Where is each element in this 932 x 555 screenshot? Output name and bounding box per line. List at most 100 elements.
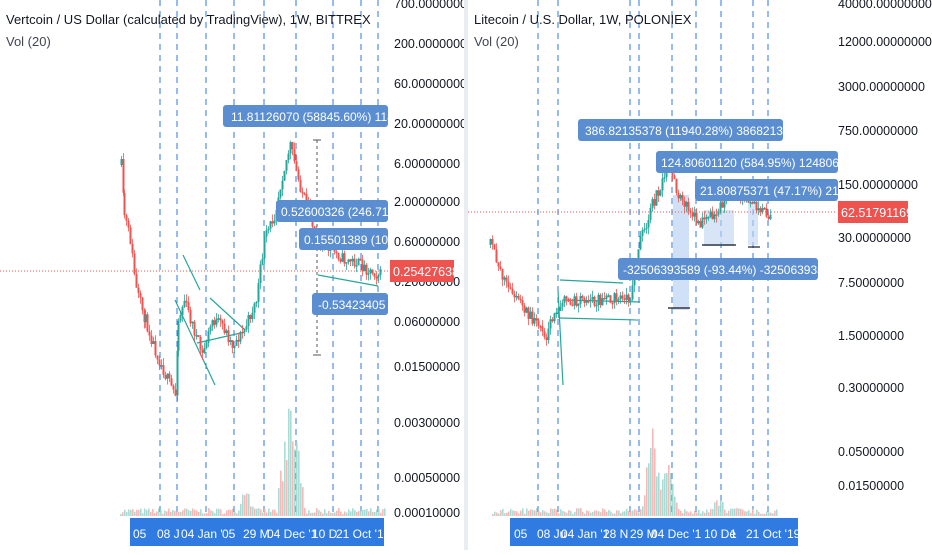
litecoin-y-tick: 0.01500000 <box>838 479 904 493</box>
litecoin-volume-bar <box>682 513 684 516</box>
vertcoin-volume-bar <box>312 512 314 516</box>
litecoin-candle <box>761 208 764 213</box>
vertcoin-volume-bar <box>148 508 150 516</box>
vertcoin-volume-bar <box>198 512 200 516</box>
vertcoin-candle <box>363 264 366 272</box>
vertcoin-title: Vertcoin / US Dollar (calculated by Trad… <box>6 12 371 27</box>
vertcoin-candle <box>345 262 348 264</box>
vertcoin-volume-bar <box>218 508 220 516</box>
litecoin-y-tick: 150.00000000 <box>838 178 918 192</box>
panel-divider[interactable] <box>464 0 468 550</box>
litecoin-chart-panel[interactable]: Litecoin / U.S. Dollar, 1W, POLONIEX Vol… <box>468 0 932 550</box>
litecoin-annotation-1[interactable]: 386.82135378 (11940.28%) 386821353​78 <box>578 119 810 141</box>
vertcoin-annotation-2[interactable]: 0.52600326 (246.71%) <box>276 200 403 222</box>
vertcoin-candle <box>191 321 194 324</box>
litecoin-volume-bar <box>630 510 632 516</box>
litecoin-candle <box>759 208 762 213</box>
vertcoin-volume-bar <box>264 508 266 516</box>
litecoin-annotation-2[interactable]: 124.80601120 (584.95%) 1248060112 <box>656 151 865 173</box>
vertcoin-candle <box>269 221 272 229</box>
vertcoin-volume-bar <box>336 510 338 516</box>
litecoin-candle <box>769 214 772 219</box>
litecoin-volume-bar <box>568 510 570 516</box>
litecoin-volume-bar <box>676 502 678 516</box>
vertcoin-candle <box>289 142 292 154</box>
vertcoin-volume-bar <box>342 513 344 516</box>
litecoin-candle <box>721 202 724 208</box>
vertcoin-volume-bar <box>120 513 122 516</box>
litecoin-volume-bar <box>694 511 696 516</box>
vertcoin-volume-bar <box>368 511 370 516</box>
vertcoin-volume-bar <box>298 450 300 516</box>
vertcoin-candle <box>205 342 208 348</box>
litecoin-volume-bar <box>532 509 534 516</box>
litecoin-candle <box>491 239 494 245</box>
litecoin-candle <box>657 190 660 196</box>
vertcoin-time-axis[interactable]: 05 08 J 04 Jan ' 05 29 M04 Dec '110 D21 Oct … <box>130 518 391 546</box>
litecoin-chart-svg[interactable]: Litecoin / U.S. Dollar, 1W, POLONIEX Vol… <box>468 0 932 550</box>
litecoin-candle <box>663 177 666 179</box>
vertcoin-volume-bar <box>220 509 222 516</box>
litecoin-volume-bar <box>752 509 754 516</box>
vertcoin-volume-bar <box>200 509 202 516</box>
vertcoin-candle <box>170 378 173 386</box>
vertcoin-volume-bar <box>256 508 258 516</box>
litecoin-x-tick: 29 M <box>630 527 657 541</box>
litecoin-x-tick: 08 Ju <box>537 527 566 541</box>
litecoin-annotation-1-text: 386.82135378 (11940.28%) 386821353​78 <box>585 124 810 138</box>
litecoin-volume-bar <box>616 510 618 516</box>
vertcoin-volume-bar <box>384 508 386 516</box>
vertcoin-volume-bar <box>380 512 382 516</box>
vertcoin-y-tick: 2.00000000 <box>394 195 460 209</box>
vertcoin-y-tick: 0.00300000 <box>394 416 460 430</box>
vertcoin-chart-panel[interactable]: Vertcoin / US Dollar (calculated by Trad… <box>0 0 474 550</box>
vertcoin-volume-bar <box>184 508 186 516</box>
litecoin-annotation-3[interactable]: 21.80875371 (47.17%) 2180875 <box>695 179 872 201</box>
vertcoin-candle <box>137 287 140 293</box>
vertcoin-annotation-4[interactable]: -0.53423405 ( <box>312 293 393 315</box>
litecoin-current-price: 62.51791169 <box>841 206 913 220</box>
vertcoin-volume-bar <box>330 512 332 516</box>
vertcoin-candle <box>133 253 136 274</box>
litecoin-trend-line <box>559 317 639 321</box>
litecoin-candle <box>633 276 636 286</box>
vertcoin-volume-bar <box>234 511 236 516</box>
vertcoin-volume-bar <box>182 510 184 516</box>
litecoin-volume-bar <box>638 512 640 516</box>
litecoin-candle <box>687 201 690 211</box>
vertcoin-volume-bar <box>194 509 196 516</box>
litecoin-volume-bar <box>670 473 672 516</box>
vertcoin-volume-bar <box>124 509 126 516</box>
vertcoin-candle <box>219 318 222 321</box>
litecoin-annotation-4[interactable]: -32506393589 (-93.44%) -32506393589 <box>618 258 837 280</box>
litecoin-volume-bar <box>492 513 494 516</box>
litecoin-volume-bar <box>522 508 524 516</box>
vertcoin-candle <box>129 227 132 244</box>
vertcoin-current-price: 0.25427638 <box>393 265 459 279</box>
litecoin-price-axis[interactable]: 40000.00000000 12000.00000000 3000.0000000… <box>838 0 932 493</box>
vertcoin-volume-bar <box>320 511 322 516</box>
vertcoin-volume-bar <box>340 511 342 516</box>
litecoin-candle <box>489 239 492 245</box>
vertcoin-candle <box>156 355 159 360</box>
vertcoin-candle <box>127 220 130 228</box>
vertcoin-volume-bar <box>206 513 208 516</box>
vertcoin-candle <box>347 259 350 263</box>
litecoin-volume-bar <box>590 512 592 516</box>
litecoin-candle <box>653 199 656 206</box>
litecoin-volume-bar <box>550 508 552 516</box>
vertcoin-annotation-3[interactable]: 0.15501389 (106 <box>299 228 395 250</box>
vertcoin-chart-svg[interactable]: Vertcoin / US Dollar (calculated by Trad… <box>0 0 474 550</box>
litecoin-candle <box>629 299 632 302</box>
vertcoin-candle <box>369 269 372 274</box>
vertcoin-candle <box>367 273 370 275</box>
vertcoin-annotation-1[interactable]: 11.81126070 (58845.60%) 118112 <box>223 105 413 127</box>
litecoin-candle <box>605 295 608 299</box>
vertcoin-volume-bar <box>160 509 162 516</box>
vertcoin-candle <box>353 258 356 266</box>
vertcoin-candle <box>193 321 196 336</box>
litecoin-volume-bar <box>690 511 692 516</box>
vertcoin-volume-bar <box>192 508 194 516</box>
litecoin-volume-bar <box>656 476 658 516</box>
